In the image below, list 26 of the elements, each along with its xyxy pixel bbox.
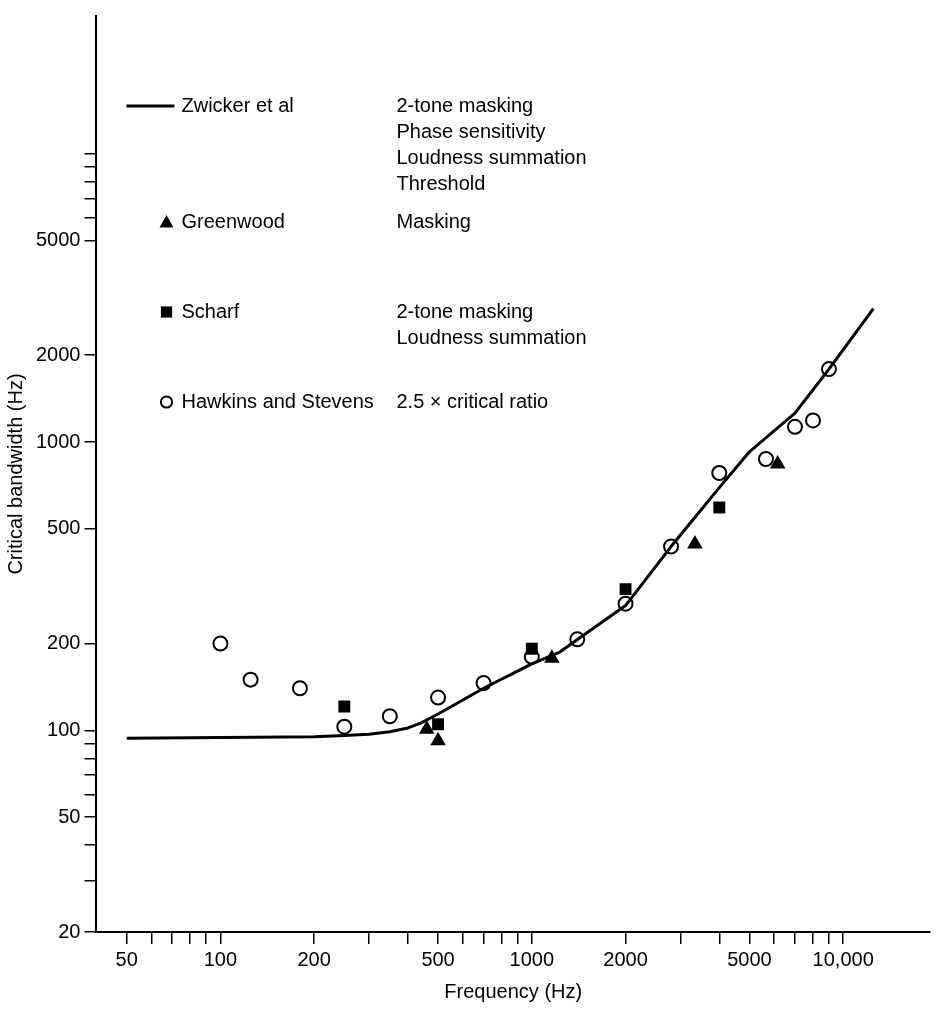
y-tick-label: 2000 <box>35 342 81 365</box>
annotation: 2.5 × critical ratio <box>396 389 549 412</box>
y-tick-label: 100 <box>47 717 81 740</box>
y-axis-title: Critical bandwidth (Hz) <box>3 373 26 575</box>
y-tick-label: 20 <box>58 919 81 942</box>
x-tick-label: 100 <box>203 947 238 970</box>
x-tick-label: 200 <box>297 947 331 970</box>
x-tick-label: 2000 <box>603 947 648 970</box>
y-tick-label: 500 <box>47 516 81 539</box>
legend-label: Scharf <box>181 299 240 322</box>
y-tick-label: 200 <box>47 631 81 654</box>
x-axis-title: Frequency (Hz) <box>444 979 583 1002</box>
y-tick-label: 50 <box>58 804 81 827</box>
x-tick-label: 500 <box>421 947 455 970</box>
x-tick-label: 5000 <box>727 947 772 970</box>
annotation: 2-tone masking Phase sensitivity Loudness summation Threshold <box>396 93 587 194</box>
y-tick-label: 1000 <box>35 429 81 452</box>
x-tick-label: 1000 <box>509 947 555 970</box>
x-tick-label: 10,000 <box>812 947 874 970</box>
legend-label: Hawkins and Stevens <box>181 389 374 412</box>
annotation: Masking <box>396 209 471 232</box>
legend-label: Greenwood <box>181 209 285 232</box>
legend-label: Zwicker et al <box>181 93 294 116</box>
y-tick-label: 5000 <box>35 227 81 250</box>
annotation: 2-tone masking Loudness summation <box>396 299 587 348</box>
x-tick-label: 50 <box>115 947 138 970</box>
